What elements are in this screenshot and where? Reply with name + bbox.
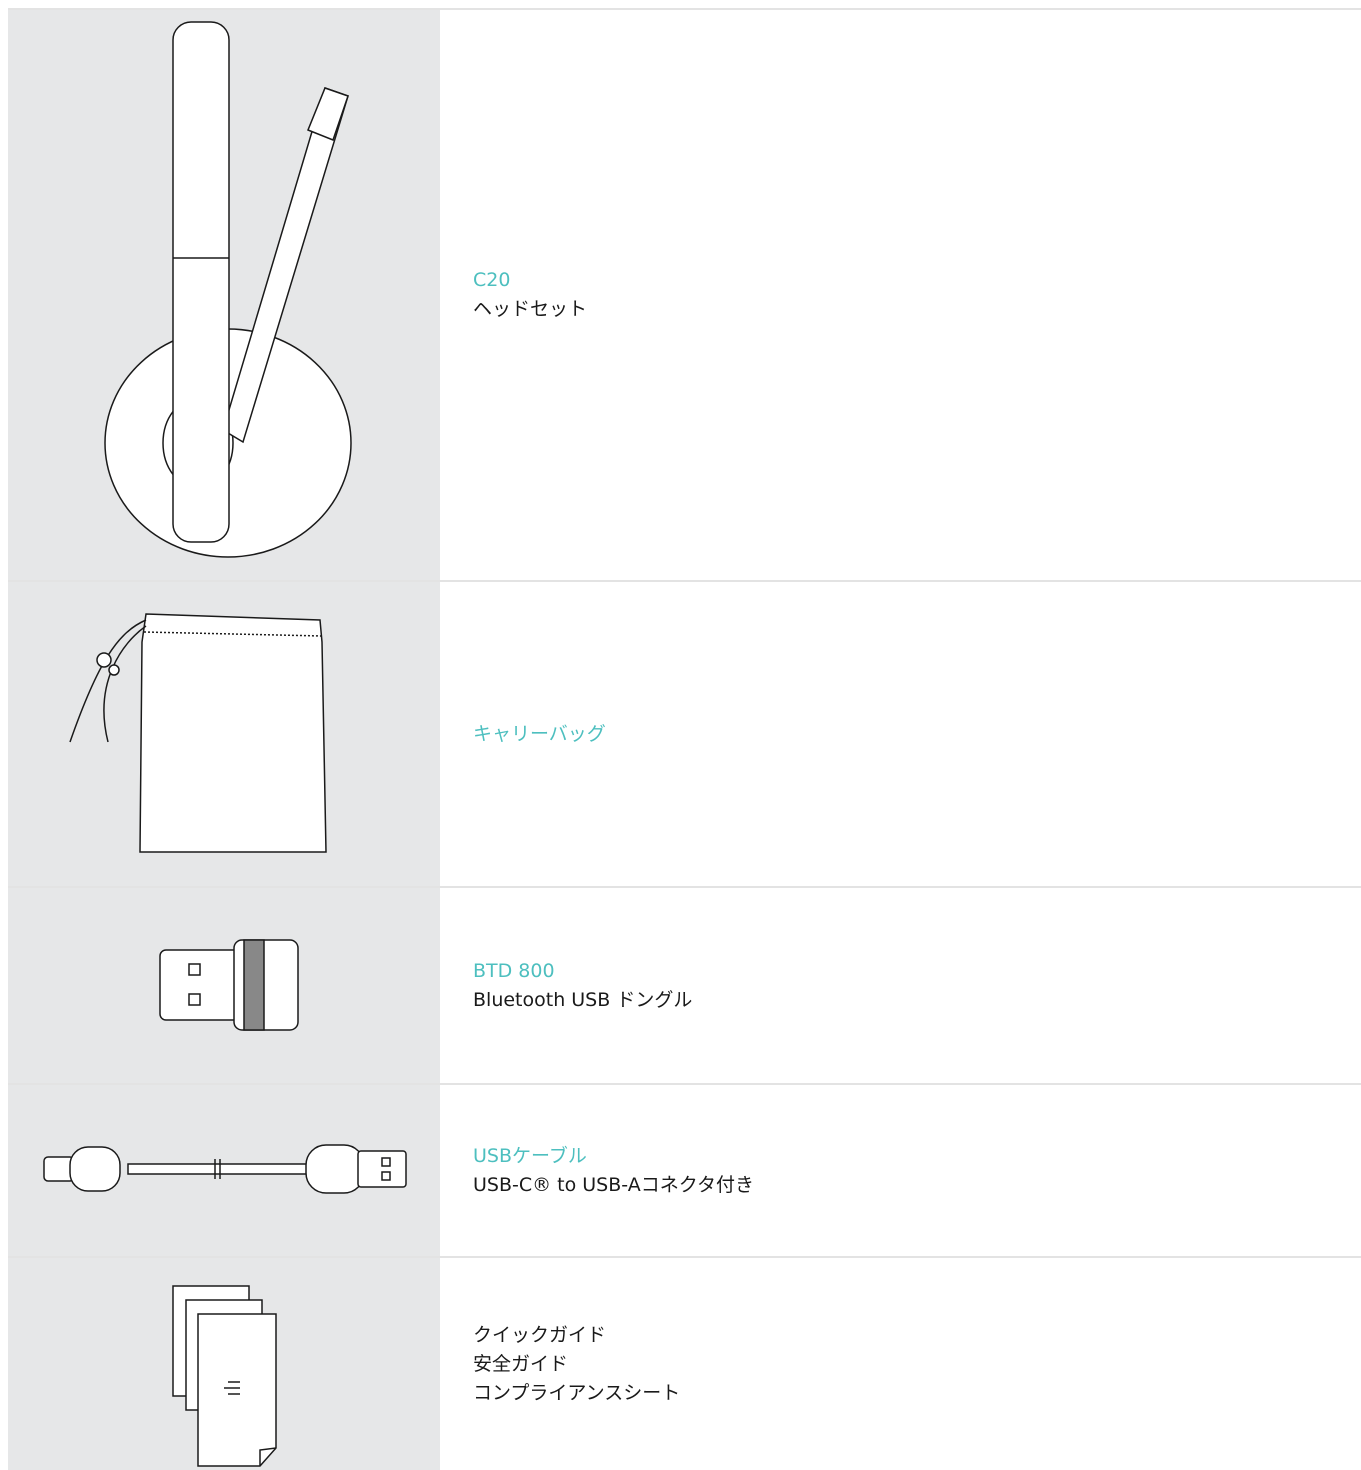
item-row: BTD 800 Bluetooth USB ドングル: [8, 888, 1361, 1085]
item-text: クイックガイド 安全ガイド コンプライアンスシート: [473, 1258, 680, 1470]
image-cell: [8, 1085, 440, 1256]
item-text: キャリーバッグ: [473, 582, 606, 886]
item-title: USBケーブル: [473, 1144, 587, 1167]
item-row: キャリーバッグ: [8, 582, 1361, 888]
cable-illustration: [43, 1144, 407, 1194]
image-cell: [8, 1258, 440, 1470]
image-cell: [8, 10, 440, 580]
item-title: キャリーバッグ: [473, 722, 606, 745]
item-line: USB-C® to USB-Aコネクタ付き: [473, 1173, 754, 1196]
item-text: C20 ヘッドセット: [473, 10, 587, 580]
item-text: BTD 800 Bluetooth USB ドングル: [473, 888, 692, 1083]
item-text: USBケーブル USB-C® to USB-Aコネクタ付き: [473, 1085, 754, 1256]
item-line: クイックガイド: [473, 1323, 607, 1346]
item-row: クイックガイド 安全ガイド コンプライアンスシート: [8, 1258, 1361, 1470]
item-row: C20 ヘッドセット: [8, 8, 1361, 582]
image-cell: [8, 582, 440, 886]
item-row: USBケーブル USB-C® to USB-Aコネクタ付き: [8, 1085, 1361, 1258]
dongle-illustration: [159, 939, 299, 1031]
headset-illustration: [104, 21, 352, 558]
item-line: Bluetooth USB ドングル: [473, 988, 693, 1011]
image-cell: [8, 888, 440, 1083]
bag-illustration: [69, 613, 327, 853]
item-title: C20: [473, 269, 511, 291]
item-line: コンプライアンスシート: [473, 1381, 681, 1404]
documents-illustration: [172, 1285, 277, 1467]
item-line: ヘッドセット: [473, 298, 588, 320]
item-title: BTD 800: [473, 959, 555, 982]
item-line: 安全ガイド: [473, 1352, 569, 1375]
